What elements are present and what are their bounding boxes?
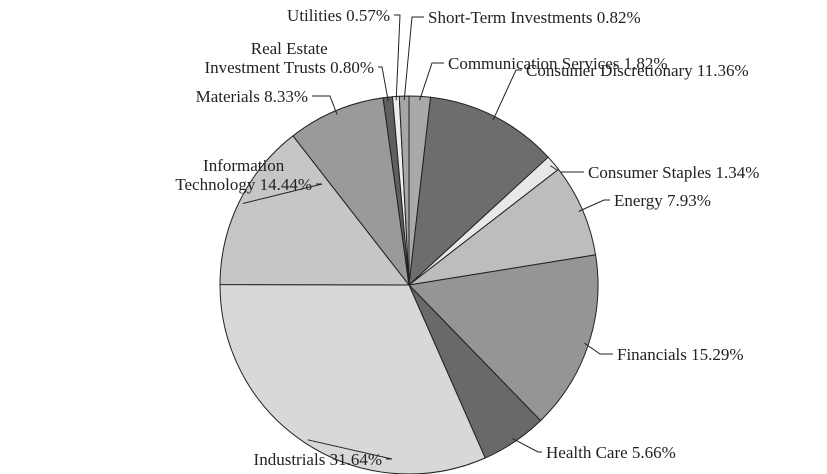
leader-line [492,69,522,121]
slice-label: Industrials 31.64% [254,450,382,469]
slice-label: Information Technology 14.44% [175,156,312,194]
value-label: 15.29% [691,345,744,364]
slice-label: Communication Services 1.82% [448,54,668,73]
category-name: Short-Term Investments [428,8,593,27]
category-name: Communication Services [448,54,620,73]
slice-label: Consumer Discretionary 11.36% [526,61,749,80]
category-name: Materials [195,87,260,106]
category-name: Industrials [253,450,326,469]
category-name: Health Care [546,443,628,462]
category-name: Information Technology [175,156,285,194]
leader-line [242,183,323,204]
slice-label: Consumer Staples 1.34% [588,163,759,182]
leader-line [584,342,613,355]
value-label: 1.34% [715,163,760,182]
category-name: Financials [617,345,687,364]
slice-label: Financials 15.29% [617,345,744,364]
pie-slice [219,284,486,474]
slice-label: Utilities 0.57% [287,6,390,25]
slice-label: Real Estate Investment Trusts 0.80% [204,39,374,77]
pie-slice [407,254,599,422]
slice-label: Short-Term Investments 0.82% [428,8,641,27]
category-name: Consumer Staples [588,163,712,182]
leader-line [578,199,610,212]
value-label: 0.80% [330,58,374,77]
value-label: 1.82% [623,54,668,73]
leader-line [403,16,424,101]
value-label: 0.57% [346,6,390,25]
leader-line [307,439,393,460]
leader-line [512,438,542,453]
value-label: 14.44% [259,175,312,194]
value-label: 0.82% [596,8,641,27]
leader-line [312,95,338,115]
value-label: 8.33% [264,87,308,106]
pie-slice [219,135,411,286]
leader-line [394,14,401,101]
category-name: Real Estate Investment Trusts [204,39,328,77]
slice-label: Materials 8.33% [196,87,308,106]
category-name: Utilities [287,6,342,25]
value-label: 7.93% [667,191,711,210]
leader-line [378,66,389,102]
category-name: Consumer Discretionary [526,61,693,80]
leader-line [419,62,444,101]
slice-label: Energy 7.93% [614,191,711,210]
category-name: Energy [614,191,663,210]
value-label: 5.66% [631,443,676,462]
slice-label: Health Care 5.66% [546,443,676,462]
value-label: 11.36% [696,61,749,80]
value-label: 31.64% [329,450,382,469]
